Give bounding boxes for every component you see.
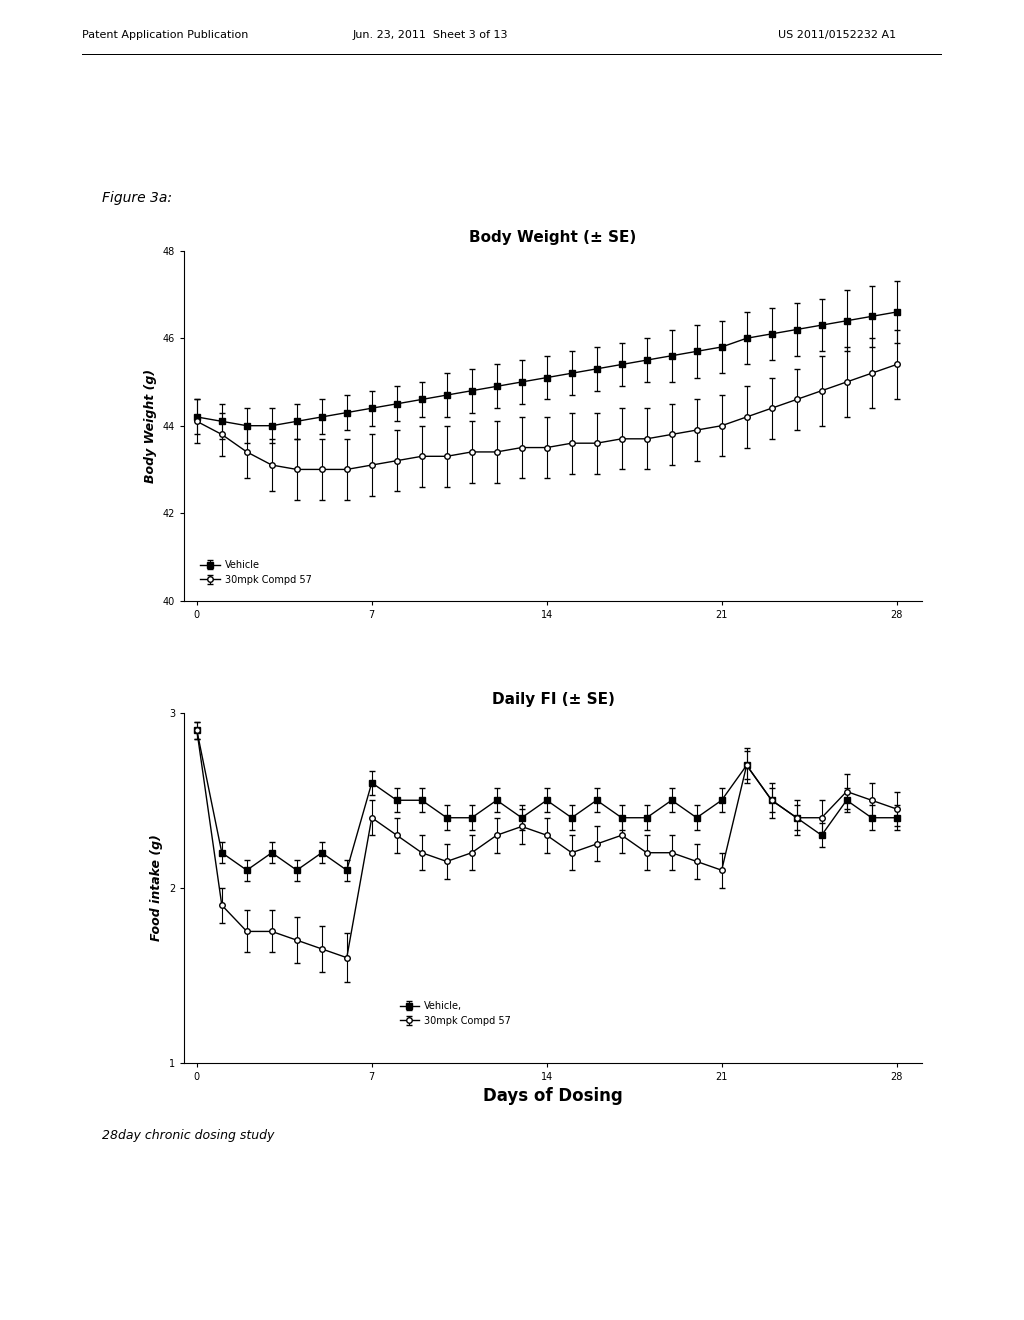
Text: Patent Application Publication: Patent Application Publication bbox=[82, 30, 248, 41]
Legend: Vehicle, 30mpk Compd 57: Vehicle, 30mpk Compd 57 bbox=[197, 556, 315, 589]
X-axis label: Days of Dosing: Days of Dosing bbox=[483, 1088, 623, 1105]
Y-axis label: Body Weight (g): Body Weight (g) bbox=[144, 368, 158, 483]
Title: Daily FI (± SE): Daily FI (± SE) bbox=[492, 693, 614, 708]
Y-axis label: Food intake (g): Food intake (g) bbox=[151, 834, 164, 941]
Legend: Vehicle,, 30mpk Compd 57: Vehicle,, 30mpk Compd 57 bbox=[395, 997, 515, 1030]
Title: Body Weight (± SE): Body Weight (± SE) bbox=[469, 231, 637, 246]
Text: US 2011/0152232 A1: US 2011/0152232 A1 bbox=[778, 30, 896, 41]
Text: 28day chronic dosing study: 28day chronic dosing study bbox=[102, 1129, 274, 1142]
Text: Jun. 23, 2011  Sheet 3 of 13: Jun. 23, 2011 Sheet 3 of 13 bbox=[352, 30, 508, 41]
Text: Figure 3a:: Figure 3a: bbox=[102, 191, 172, 206]
